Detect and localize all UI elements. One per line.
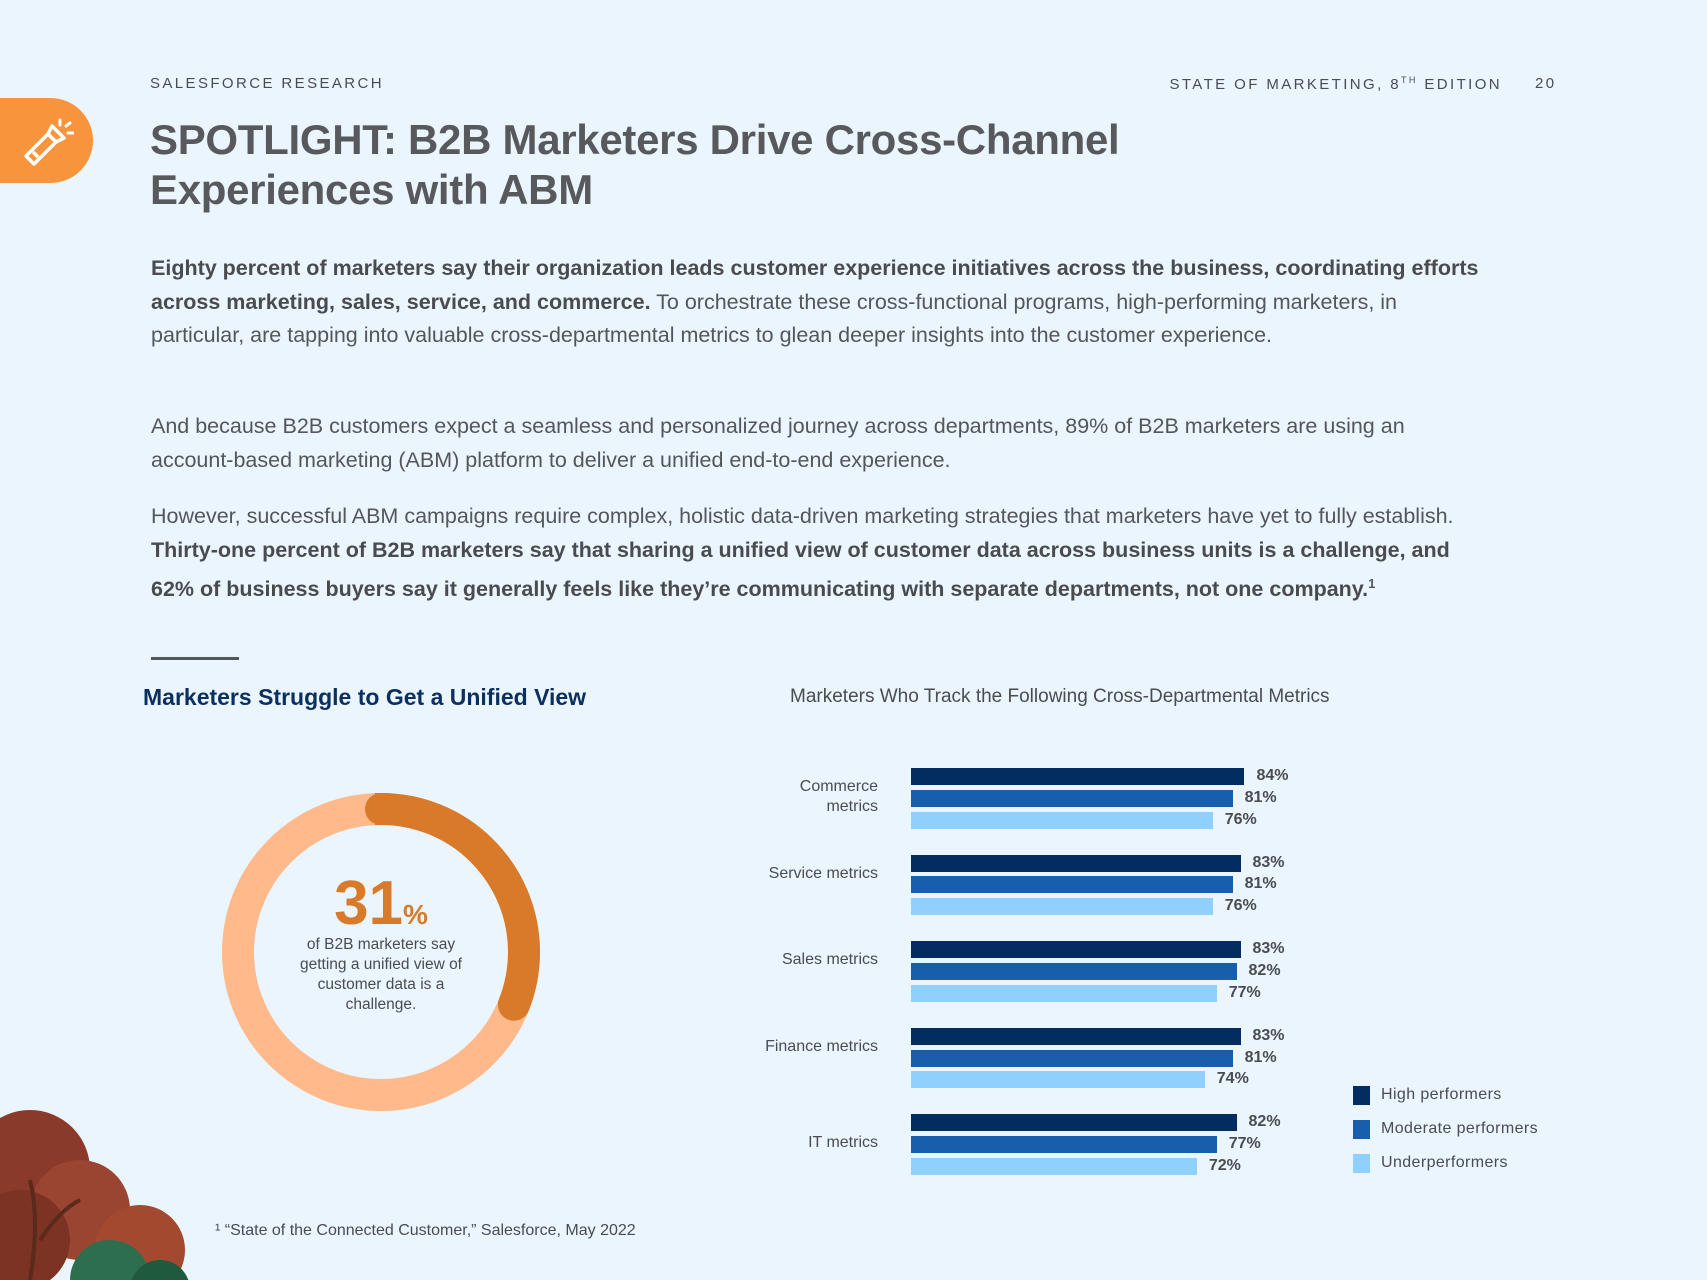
- donut-caption: of B2B marketers say getting a unified v…: [300, 936, 462, 1013]
- legend-swatch: [1353, 1154, 1370, 1173]
- donut-arc-start: [375, 793, 385, 825]
- category-label: Service metrics: [768, 864, 878, 882]
- legend-label: Moderate performers: [1381, 1120, 1538, 1137]
- donut-value: 31%: [334, 869, 428, 938]
- bar-value-label: 82%: [1248, 962, 1281, 979]
- paragraph-2: And because B2B customers expect a seaml…: [151, 414, 1405, 472]
- bar: [911, 941, 1241, 959]
- bar: [911, 876, 1233, 894]
- bar: [911, 1027, 1241, 1045]
- tree-illustration: [0, 1110, 189, 1280]
- footnote: ¹ “State of the Connected Customer,” Sal…: [215, 1222, 636, 1239]
- bar-value-label: 83%: [1252, 940, 1285, 958]
- bar-value-label: 82%: [1248, 1113, 1281, 1131]
- bar-value-label: 77%: [1228, 983, 1261, 1001]
- section-title: Marketers Struggle to Get a Unified View: [143, 684, 587, 710]
- bar-value-label: 81%: [1244, 875, 1277, 893]
- paragraph-1: Eighty percent of marketers say their or…: [151, 256, 1479, 347]
- bar: [911, 963, 1237, 980]
- category-label: IT metrics: [808, 1134, 878, 1152]
- bar: [911, 768, 1245, 785]
- category-label: Commerce metrics: [799, 778, 878, 815]
- bar: [911, 854, 1241, 872]
- bar-value-label: 81%: [1244, 1048, 1277, 1066]
- bar-value-label: 76%: [1224, 897, 1257, 915]
- divider: [151, 657, 239, 660]
- flashlight-icon: [24, 118, 74, 166]
- chart-title: Marketers Who Track the Following Cross-…: [790, 686, 1330, 707]
- legend-swatch: [1353, 1120, 1370, 1139]
- bar: [911, 1114, 1237, 1132]
- paragraph-3: However, successful ABM campaigns requir…: [151, 504, 1454, 602]
- bar: [911, 789, 1233, 807]
- report-title: STATE OF MARKETING, 8TH EDITION: [1169, 75, 1502, 93]
- bar-value-label: 77%: [1228, 1135, 1261, 1153]
- donut-chart: [222, 793, 540, 1111]
- bar-value-label: 76%: [1224, 810, 1257, 828]
- bar: [911, 811, 1213, 829]
- page-number: 20: [1535, 75, 1557, 92]
- category-label: Sales metrics: [781, 951, 878, 969]
- bar-value-label: 83%: [1252, 853, 1285, 871]
- spotlight-tab: [0, 98, 93, 183]
- bar: [911, 1071, 1205, 1089]
- bar: [911, 1049, 1233, 1067]
- bar-value-label: 84%: [1256, 767, 1289, 784]
- bar-value-label: 74%: [1216, 1070, 1249, 1088]
- bar: [911, 984, 1217, 1002]
- page-title: SPOTLIGHT: B2B Marketers Drive Cross-Cha…: [150, 116, 1120, 213]
- bar-value-label: 83%: [1252, 1026, 1285, 1044]
- bar: [911, 898, 1213, 916]
- bar: [911, 1158, 1197, 1175]
- bar-value-label: 72%: [1208, 1157, 1241, 1174]
- legend-swatch: [1353, 1086, 1370, 1105]
- bar-value-label: 81%: [1244, 788, 1277, 806]
- bar: [911, 1136, 1217, 1154]
- publisher-label: SALESFORCE RESEARCH: [150, 75, 384, 92]
- legend-label: Underperformers: [1381, 1154, 1508, 1171]
- legend-label: High performers: [1381, 1086, 1502, 1103]
- category-label: Finance metrics: [765, 1037, 878, 1055]
